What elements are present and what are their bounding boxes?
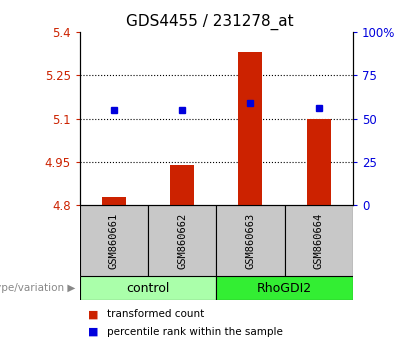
Bar <box>216 276 353 300</box>
Text: ■: ■ <box>88 309 99 319</box>
Bar <box>239 52 262 205</box>
Text: GSM860661: GSM860661 <box>109 213 119 269</box>
Text: GSM860662: GSM860662 <box>177 213 187 269</box>
Text: GSM860663: GSM860663 <box>245 213 255 269</box>
Bar <box>102 197 126 205</box>
Text: control: control <box>126 282 170 295</box>
Bar <box>285 205 353 276</box>
Bar <box>80 276 216 300</box>
Text: ■: ■ <box>88 327 99 337</box>
Text: transformed count: transformed count <box>107 309 205 319</box>
Bar <box>148 205 216 276</box>
Text: GSM860664: GSM860664 <box>314 213 324 269</box>
Bar <box>80 205 148 276</box>
Text: GDS4455 / 231278_at: GDS4455 / 231278_at <box>126 14 294 30</box>
Bar <box>216 205 285 276</box>
Text: percentile rank within the sample: percentile rank within the sample <box>107 327 283 337</box>
Text: RhoGDI2: RhoGDI2 <box>257 282 312 295</box>
Bar <box>307 119 331 205</box>
Text: genotype/variation ▶: genotype/variation ▶ <box>0 283 76 293</box>
Bar <box>170 165 194 205</box>
